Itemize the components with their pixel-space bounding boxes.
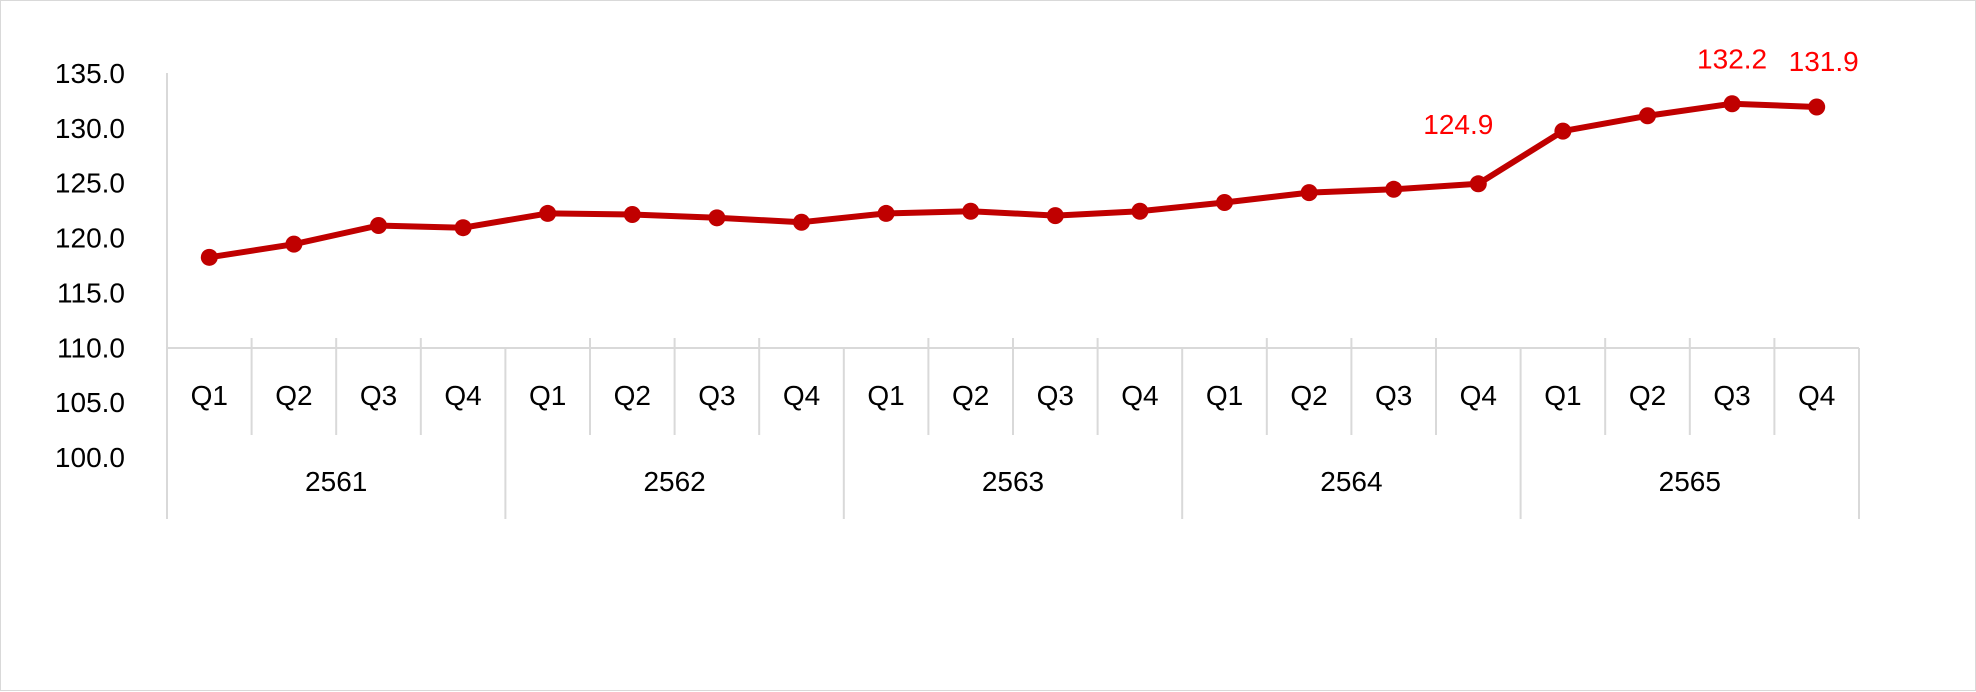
y-tick-label: 135.0 — [55, 58, 125, 89]
data-point — [1469, 175, 1487, 193]
data-point — [1300, 184, 1318, 202]
data-point — [1554, 122, 1572, 140]
data-point — [1131, 202, 1149, 220]
x-tick-label-quarter: Q2 — [1290, 380, 1327, 411]
data-label: 124.9 — [1423, 109, 1493, 140]
x-tick-label-quarter: Q2 — [275, 380, 312, 411]
x-tick-label-quarter: Q2 — [952, 380, 989, 411]
x-tick-label-quarter: Q2 — [1629, 380, 1666, 411]
y-tick-label: 130.0 — [55, 113, 125, 144]
data-label: 132.2 — [1697, 44, 1767, 75]
x-tick-label-year: 2563 — [982, 466, 1044, 497]
data-point — [623, 206, 641, 224]
x-tick-label-year: 2565 — [1659, 466, 1721, 497]
data-point — [1385, 180, 1403, 198]
x-tick-label-year: 2562 — [643, 466, 705, 497]
data-point — [793, 213, 810, 231]
x-tick-label-quarter: Q4 — [783, 380, 820, 411]
data-point — [285, 235, 303, 253]
x-tick-label-quarter: Q4 — [1798, 380, 1835, 411]
x-tick-label-quarter: Q4 — [444, 380, 481, 411]
data-point — [370, 217, 387, 235]
data-point — [454, 219, 472, 237]
x-tick-label-year: 2561 — [305, 466, 367, 497]
x-tick-label-year: 2564 — [1320, 466, 1382, 497]
x-tick-label-quarter: Q1 — [1544, 380, 1581, 411]
x-tick-label-quarter: Q1 — [1206, 380, 1243, 411]
x-tick-label-quarter: Q1 — [867, 380, 904, 411]
x-tick-label-quarter: Q2 — [614, 380, 651, 411]
x-tick-label-quarter: Q3 — [698, 380, 735, 411]
x-tick-label-quarter: Q1 — [191, 380, 228, 411]
data-point — [539, 204, 557, 222]
x-tick-label-quarter: Q1 — [529, 380, 566, 411]
series-line — [206, 100, 1820, 261]
x-tick-label-quarter: Q3 — [1375, 380, 1412, 411]
y-tick-label: 105.0 — [55, 387, 125, 418]
axes — [166, 73, 1859, 519]
data-point — [962, 202, 980, 220]
data-point — [1639, 107, 1656, 125]
data-point — [708, 209, 726, 227]
x-tick-label-quarter: Q4 — [1460, 380, 1497, 411]
data-point — [200, 248, 218, 266]
series-line-0 — [206, 100, 1820, 261]
data-point — [877, 204, 895, 222]
y-tick-label: 115.0 — [57, 277, 125, 308]
data-point — [1046, 207, 1064, 225]
x-axis-ticks: Q1 Q2 Q3 Q4 Q1 Q2 Q3 Q4 Q1 Q2 Q3 Q4 Q1 Q2 Q3 Q4 Q1 Q2 Q3 Q4… — [191, 338, 1860, 519]
y-axis-ticks: 135.0 130.0 125.0 120.0 115.0 110.0 105.0 100.0 — [55, 58, 125, 473]
x-tick-label-quarter: Q3 — [1037, 380, 1074, 411]
data-point — [1216, 193, 1233, 211]
data-points — [200, 95, 1826, 266]
data-labels: 124.9 132.2 131.9 — [1423, 44, 1858, 140]
data-point — [1723, 95, 1741, 113]
data-point — [1808, 98, 1826, 116]
x-tick-label-quarter: Q3 — [1713, 380, 1750, 411]
y-tick-label: 110.0 — [57, 332, 125, 363]
x-tick-label-quarter: Q3 — [360, 380, 397, 411]
data-label: 131.9 — [1789, 46, 1859, 77]
y-tick-label: 125.0 — [55, 168, 125, 199]
y-tick-label: 120.0 — [55, 223, 125, 254]
y-tick-label: 100.0 — [55, 442, 125, 473]
x-tick-label-quarter: Q4 — [1121, 380, 1158, 411]
